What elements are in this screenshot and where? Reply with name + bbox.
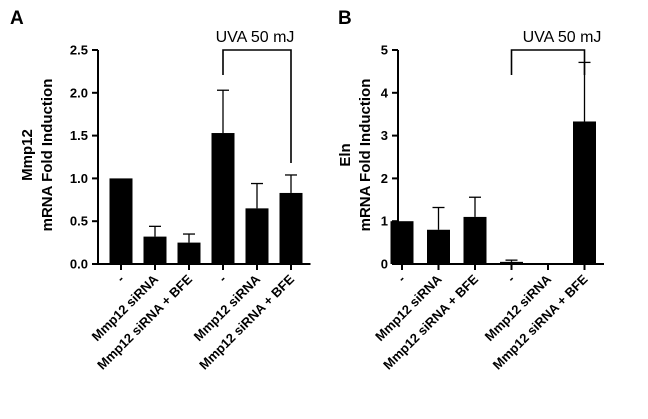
treatment-annotation: UVA 50 mJ xyxy=(216,29,295,46)
category-label: - xyxy=(504,272,518,286)
y-tick-label: 5 xyxy=(381,43,388,58)
y-axis-label: mRNA Fold Induction xyxy=(39,79,56,232)
y-tick-label: 0.5 xyxy=(70,214,88,229)
y-tick-label: 3 xyxy=(381,128,388,143)
y-tick-label: 1.0 xyxy=(70,171,88,186)
y-axis-label: Eln xyxy=(337,143,354,166)
comparison-bracket xyxy=(222,49,292,163)
y-axis-label: Mmp12 xyxy=(19,129,36,181)
bar xyxy=(390,221,414,264)
y-axis-label: mRNA Fold Induction xyxy=(357,79,374,232)
bar xyxy=(500,261,523,264)
comparison-bracket xyxy=(510,49,586,75)
bar xyxy=(143,236,167,264)
bar xyxy=(463,216,487,264)
y-tick-label: 0 xyxy=(381,257,388,272)
y-tick-label: 0.0 xyxy=(70,257,88,272)
bar xyxy=(211,133,235,264)
bar xyxy=(427,229,450,264)
bar xyxy=(177,242,201,264)
category-label: - xyxy=(215,272,229,286)
category-label: - xyxy=(394,272,408,286)
treatment-annotation: UVA 50 mJ xyxy=(523,29,602,46)
bar xyxy=(109,178,133,264)
y-tick-label: 2 xyxy=(381,171,388,186)
panel-letter: B xyxy=(338,8,352,29)
category-label: - xyxy=(113,272,127,286)
bar xyxy=(573,121,596,264)
y-tick-label: 1.5 xyxy=(70,128,88,143)
y-tick-label: 2.5 xyxy=(70,43,88,58)
y-tick-label: 1 xyxy=(381,214,388,229)
bar xyxy=(279,192,303,264)
y-tick-label: 2.0 xyxy=(70,85,88,100)
chart-panel-a: A Mmp12 mRNA Fold Induction 0.0 0.5 1.0 1.5 2.0… xyxy=(10,8,311,372)
y-tick-label: 4 xyxy=(381,85,389,100)
bar xyxy=(245,208,269,264)
panel-letter: A xyxy=(10,8,24,29)
